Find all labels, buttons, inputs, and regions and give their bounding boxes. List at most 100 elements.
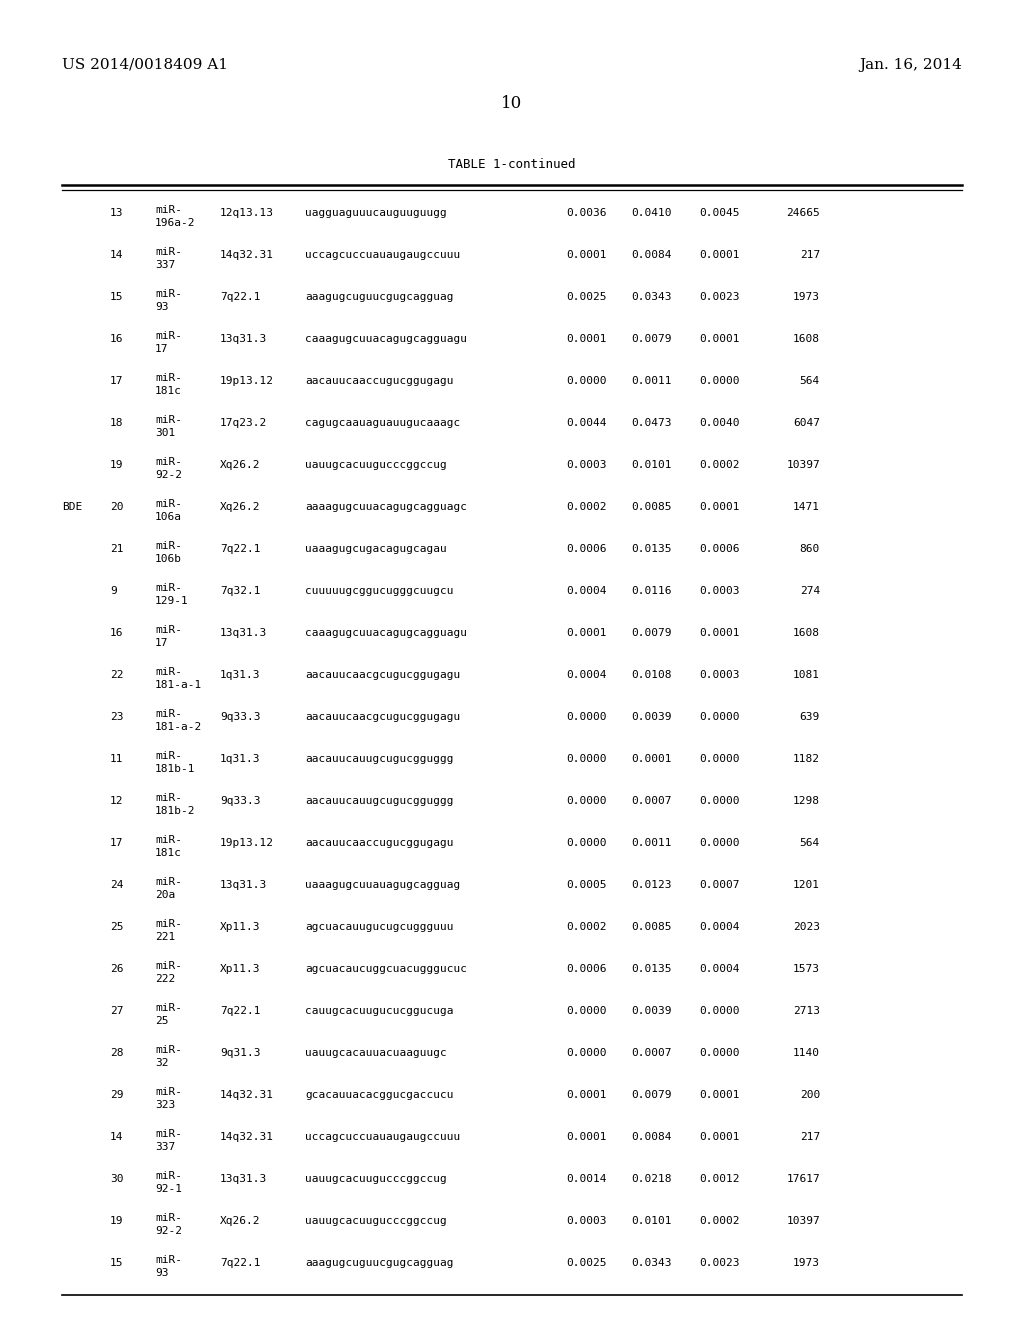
Text: aacauucaacgcugucggugagu: aacauucaacgcugucggugagu [305,669,460,680]
Text: 0.0000: 0.0000 [699,376,740,385]
Text: 14: 14 [110,1131,124,1142]
Text: 25: 25 [110,921,124,932]
Text: 217: 217 [800,1131,820,1142]
Text: 860: 860 [800,544,820,553]
Text: miR-: miR- [155,247,182,257]
Text: 7q22.1: 7q22.1 [220,1006,260,1015]
Text: 17: 17 [155,638,169,648]
Text: 9: 9 [110,586,117,595]
Text: 92-1: 92-1 [155,1184,182,1195]
Text: 29: 29 [110,1090,124,1100]
Text: 20a: 20a [155,890,175,900]
Text: 0.0123: 0.0123 [632,879,672,890]
Text: 0.0006: 0.0006 [566,964,607,974]
Text: 0.0079: 0.0079 [632,1090,672,1100]
Text: 23: 23 [110,711,124,722]
Text: 19p13.12: 19p13.12 [220,376,274,385]
Text: 0.0001: 0.0001 [699,1090,740,1100]
Text: 181c: 181c [155,385,182,396]
Text: 0.0079: 0.0079 [632,334,672,343]
Text: 0.0025: 0.0025 [566,1258,607,1267]
Text: 0.0011: 0.0011 [632,376,672,385]
Text: 0.0005: 0.0005 [566,879,607,890]
Text: 0.0039: 0.0039 [632,711,672,722]
Text: 0.0001: 0.0001 [566,334,607,343]
Text: 181-a-1: 181-a-1 [155,680,203,690]
Text: 0.0003: 0.0003 [699,669,740,680]
Text: 0.0023: 0.0023 [699,292,740,302]
Text: miR-: miR- [155,961,182,972]
Text: 1q31.3: 1q31.3 [220,754,260,764]
Text: miR-: miR- [155,709,182,719]
Text: 0.0001: 0.0001 [699,502,740,512]
Text: 17q23.2: 17q23.2 [220,417,267,428]
Text: uccagcuccuauaugaugccuuu: uccagcuccuauaugaugccuuu [305,1131,460,1142]
Text: 11: 11 [110,754,124,764]
Text: 0.0045: 0.0045 [699,207,740,218]
Text: miR-: miR- [155,1086,182,1097]
Text: 17: 17 [110,838,124,847]
Text: aacauucaacgcugucggugagu: aacauucaacgcugucggugagu [305,711,460,722]
Text: 1081: 1081 [793,669,820,680]
Text: 6047: 6047 [793,417,820,428]
Text: 0.0000: 0.0000 [566,376,607,385]
Text: 9q31.3: 9q31.3 [220,1048,260,1057]
Text: miR-: miR- [155,1129,182,1139]
Text: 10397: 10397 [786,459,820,470]
Text: 0.0036: 0.0036 [566,207,607,218]
Text: 106b: 106b [155,554,182,564]
Text: miR-: miR- [155,667,182,677]
Text: 564: 564 [800,838,820,847]
Text: 0.0011: 0.0011 [632,838,672,847]
Text: 1140: 1140 [793,1048,820,1057]
Text: uauugcacuugucccggccug: uauugcacuugucccggccug [305,1173,446,1184]
Text: 26: 26 [110,964,124,974]
Text: 0.0473: 0.0473 [632,417,672,428]
Text: 24665: 24665 [786,207,820,218]
Text: 0.0023: 0.0023 [699,1258,740,1267]
Text: miR-: miR- [155,793,182,803]
Text: 639: 639 [800,711,820,722]
Text: 0.0085: 0.0085 [632,502,672,512]
Text: 0.0007: 0.0007 [699,879,740,890]
Text: 24: 24 [110,879,124,890]
Text: 0.0343: 0.0343 [632,292,672,302]
Text: 0.0039: 0.0039 [632,1006,672,1015]
Text: miR-: miR- [155,331,182,341]
Text: uauugcacuugucccggccug: uauugcacuugucccggccug [305,1216,446,1226]
Text: aaagugcuguucgugcagguag: aaagugcuguucgugcagguag [305,292,454,302]
Text: 0.0014: 0.0014 [566,1173,607,1184]
Text: 0.0000: 0.0000 [566,796,607,805]
Text: 18: 18 [110,417,124,428]
Text: gcacauuacacggucgaccucu: gcacauuacacggucgaccucu [305,1090,454,1100]
Text: 0.0135: 0.0135 [632,544,672,553]
Text: 301: 301 [155,428,175,438]
Text: miR-: miR- [155,583,182,593]
Text: miR-: miR- [155,1003,182,1012]
Text: 10: 10 [502,95,522,112]
Text: 0.0003: 0.0003 [566,459,607,470]
Text: 0.0002: 0.0002 [566,921,607,932]
Text: 181b-1: 181b-1 [155,764,196,774]
Text: 0.0000: 0.0000 [699,1048,740,1057]
Text: 17: 17 [110,376,124,385]
Text: 274: 274 [800,586,820,595]
Text: 0.0135: 0.0135 [632,964,672,974]
Text: 0.0108: 0.0108 [632,669,672,680]
Text: 0.0004: 0.0004 [699,964,740,974]
Text: 14q32.31: 14q32.31 [220,1090,274,1100]
Text: 14q32.31: 14q32.31 [220,249,274,260]
Text: 0.0001: 0.0001 [566,1090,607,1100]
Text: aacauucauugcugucgguggg: aacauucauugcugucgguggg [305,796,454,805]
Text: caaagugcuuacagugcagguagu: caaagugcuuacagugcagguagu [305,628,467,638]
Text: 13: 13 [110,207,124,218]
Text: 1298: 1298 [793,796,820,805]
Text: 0.0044: 0.0044 [566,417,607,428]
Text: 0.0002: 0.0002 [699,1216,740,1226]
Text: 13q31.3: 13q31.3 [220,879,267,890]
Text: miR-: miR- [155,457,182,467]
Text: 181c: 181c [155,847,182,858]
Text: 0.0000: 0.0000 [566,1006,607,1015]
Text: cauugcacuugucucggucuga: cauugcacuugucucggucuga [305,1006,454,1015]
Text: uagguaguuucauguuguugg: uagguaguuucauguuguugg [305,207,446,218]
